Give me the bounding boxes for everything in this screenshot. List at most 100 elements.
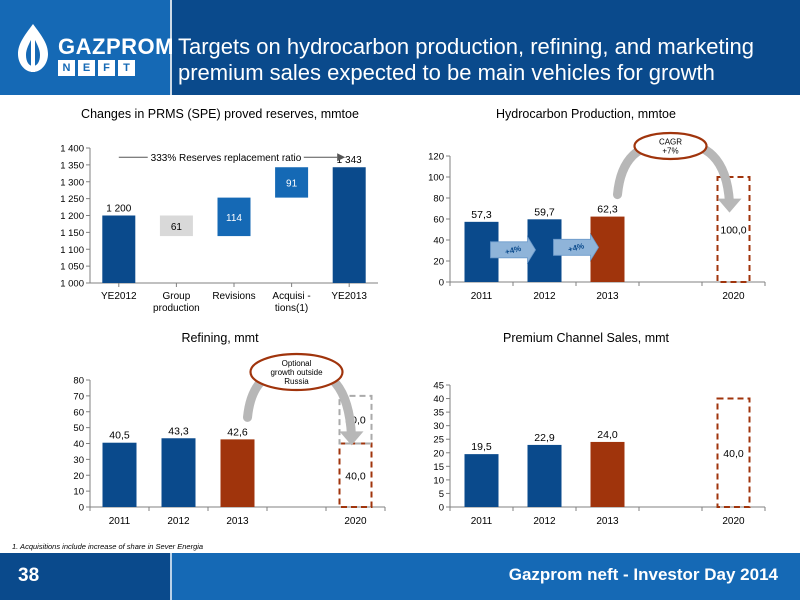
- callout-ellipse: [249, 352, 344, 392]
- y-tick-label: 30: [73, 455, 84, 466]
- y-tick-label: 120: [428, 152, 444, 163]
- x-tick-label: 2011: [471, 291, 493, 302]
- page-title: Targets on hydrocarbon production, refin…: [178, 34, 788, 86]
- footer-divider: [170, 553, 172, 600]
- growth-label: +4%: [567, 241, 585, 254]
- x-tick-label: 2013: [596, 516, 619, 527]
- y-tick-label: 10: [73, 487, 84, 498]
- bar: [590, 441, 625, 507]
- growth-label: +4%: [504, 244, 522, 257]
- data-label: 22,9: [534, 432, 555, 444]
- bar: [527, 444, 562, 507]
- data-label: 1 200: [106, 204, 131, 215]
- logo-letter: F: [98, 60, 115, 76]
- logo-letter: T: [118, 60, 135, 76]
- y-tick-label: 1 000: [60, 279, 84, 290]
- growth-arrow: [490, 235, 536, 265]
- y-tick-label: 20: [433, 448, 444, 459]
- annotation-text: 333% Reserves replacement ratio: [151, 153, 302, 164]
- data-label: 24,0: [597, 429, 618, 441]
- x-tick-label: 2012: [533, 291, 556, 302]
- y-tick-label: 1 300: [60, 177, 84, 188]
- logo-letter: N: [58, 60, 75, 76]
- bar: [220, 439, 255, 507]
- y-tick-label: 80: [73, 376, 84, 387]
- y-tick-label: 20: [433, 257, 444, 268]
- y-tick-label: 40: [73, 439, 84, 450]
- data-label: 43,3: [168, 425, 189, 437]
- y-tick-label: 1 400: [60, 144, 84, 155]
- y-tick-label: 30: [433, 421, 444, 432]
- y-tick-label: 100: [428, 173, 444, 184]
- callout-text: Russia: [284, 377, 309, 386]
- data-label: 114: [226, 213, 242, 224]
- data-label: 62,3: [597, 204, 618, 216]
- footer-left-panel: 38: [0, 553, 170, 600]
- flame-icon: [18, 24, 48, 72]
- data-label: 59,7: [534, 206, 555, 218]
- y-tick-label: 40: [433, 236, 444, 247]
- x-tick-label: Acquisi -: [272, 291, 310, 302]
- footer-event-title: Gazprom neft - Investor Day 2014: [508, 565, 778, 584]
- y-tick-label: 70: [73, 391, 84, 402]
- footer-bar: 38 Gazprom neft - Investor Day 2014: [0, 553, 800, 600]
- header-divider: [170, 0, 172, 95]
- data-label: 40,0: [345, 470, 366, 482]
- chart-title: Hydrocarbon Production, mmtoe: [496, 107, 676, 121]
- y-tick-label: 40: [433, 394, 444, 405]
- logo: GAZPROM N E F T: [0, 0, 173, 95]
- optional-target-bar: [338, 394, 373, 445]
- y-tick-label: 1 250: [60, 194, 84, 205]
- logo-letter: E: [78, 60, 95, 76]
- bar: [275, 167, 309, 198]
- callout-arrowhead: [339, 431, 364, 446]
- annotation-arrowhead: [337, 153, 346, 162]
- x-tick-label: YE2012: [101, 291, 137, 302]
- logo-wordmark: GAZPROM: [58, 34, 174, 59]
- data-label: 40,5: [109, 430, 130, 442]
- bar: [102, 215, 136, 283]
- growth-arrow: [553, 232, 599, 262]
- x-tick-label: 2012: [167, 516, 190, 527]
- y-tick-label: 0: [79, 503, 84, 514]
- page-title-line-2: premium sales expected to be main vehicl…: [178, 60, 715, 85]
- callout-arrowhead: [717, 198, 742, 213]
- x-tick-label: 2020: [722, 516, 745, 527]
- callout-text: CAGR: [659, 138, 682, 147]
- callout-text: Optional: [282, 359, 312, 368]
- y-tick-label: 10: [433, 475, 444, 486]
- data-label: 1 343: [337, 155, 362, 166]
- x-tick-label: Group: [163, 291, 191, 302]
- x-tick-label: 2013: [596, 291, 619, 302]
- chart-title: Premium Channel Sales, mmt: [503, 331, 670, 345]
- x-tick-label: 2011: [471, 516, 493, 527]
- y-tick-label: 5: [439, 489, 444, 500]
- y-tick-label: 15: [433, 462, 444, 473]
- data-label: 19,5: [471, 441, 492, 453]
- x-tick-label: 2011: [109, 516, 131, 527]
- bar: [159, 215, 193, 237]
- data-label: 91: [286, 178, 298, 189]
- y-tick-label: 1 100: [60, 245, 84, 256]
- x-tick-label: YE2013: [331, 291, 367, 302]
- bar: [464, 454, 499, 507]
- y-tick-label: 1 150: [60, 228, 84, 239]
- data-label: 61: [171, 222, 183, 233]
- logo-subline: N E F T: [58, 60, 138, 76]
- page-title-line-1: Targets on hydrocarbon production, refin…: [178, 34, 755, 59]
- x-tick-label: production: [153, 303, 200, 314]
- x-tick-label: 2013: [226, 516, 249, 527]
- y-tick-label: 1 350: [60, 160, 84, 171]
- bar: [332, 167, 366, 283]
- y-tick-label: 60: [433, 215, 444, 226]
- x-tick-label: tions(1): [275, 303, 308, 314]
- y-tick-label: 45: [433, 381, 444, 392]
- chart-title: Refining, mmt: [181, 331, 259, 345]
- y-tick-label: 0: [439, 278, 444, 289]
- y-tick-label: 50: [73, 423, 84, 434]
- charts-canvas: Changes in PRMS (SPE) proved reserves, m…: [60, 107, 766, 527]
- x-tick-label: 2020: [722, 291, 745, 302]
- chart-title: Changes in PRMS (SPE) proved reserves, m…: [81, 107, 359, 121]
- y-tick-label: 25: [433, 435, 444, 446]
- callout-text: +7%: [662, 147, 678, 156]
